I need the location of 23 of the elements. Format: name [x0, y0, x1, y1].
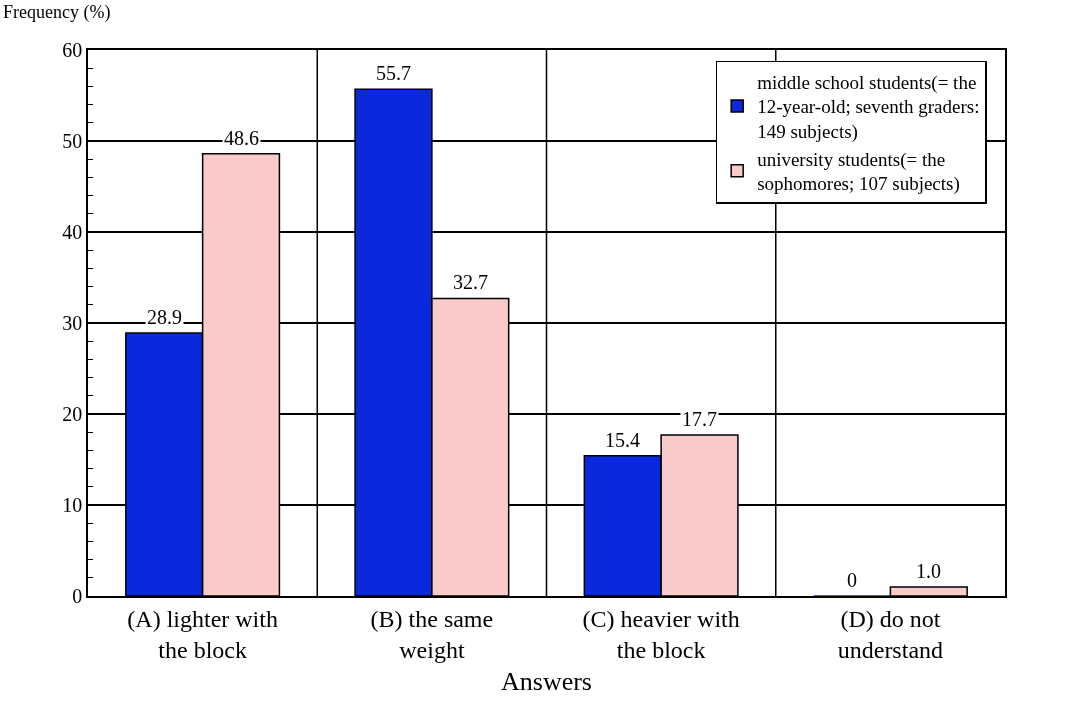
- y-axis-title: Frequency (%): [3, 2, 111, 23]
- data-label: 1.0: [916, 560, 941, 582]
- y-tick-label: 0: [72, 585, 83, 607]
- x-axis-title: Answers: [501, 666, 592, 696]
- data-label: 17.7: [682, 408, 717, 430]
- y-tick-label: 20: [62, 403, 83, 425]
- x-tick-label: (A) lighter with the block: [127, 605, 278, 663]
- y-tick-label: 40: [62, 221, 83, 243]
- y-tick-label: 10: [62, 494, 83, 516]
- data-label: 32.7: [453, 271, 488, 293]
- x-tick-label: (B) the same weight: [370, 605, 494, 663]
- y-tick-label: 30: [62, 312, 83, 334]
- data-label: 55.7: [376, 62, 411, 84]
- x-tick-label: (C) heavier with the block: [582, 605, 740, 663]
- x-tick-label: (D) do not understand: [837, 605, 944, 663]
- data-label: 48.6: [224, 127, 259, 149]
- data-label: 28.9: [147, 306, 182, 328]
- y-tick-label: 60: [62, 39, 83, 61]
- y-tick-label: 50: [62, 130, 83, 152]
- legend-label: university students(= the sophomores; 107 subjects): [757, 148, 960, 196]
- data-label: 15.4: [605, 429, 640, 451]
- data-label: 0: [847, 569, 857, 591]
- legend-label: middle school students(= the 12-year-old; seventh graders: 149 subjects): [757, 71, 980, 144]
